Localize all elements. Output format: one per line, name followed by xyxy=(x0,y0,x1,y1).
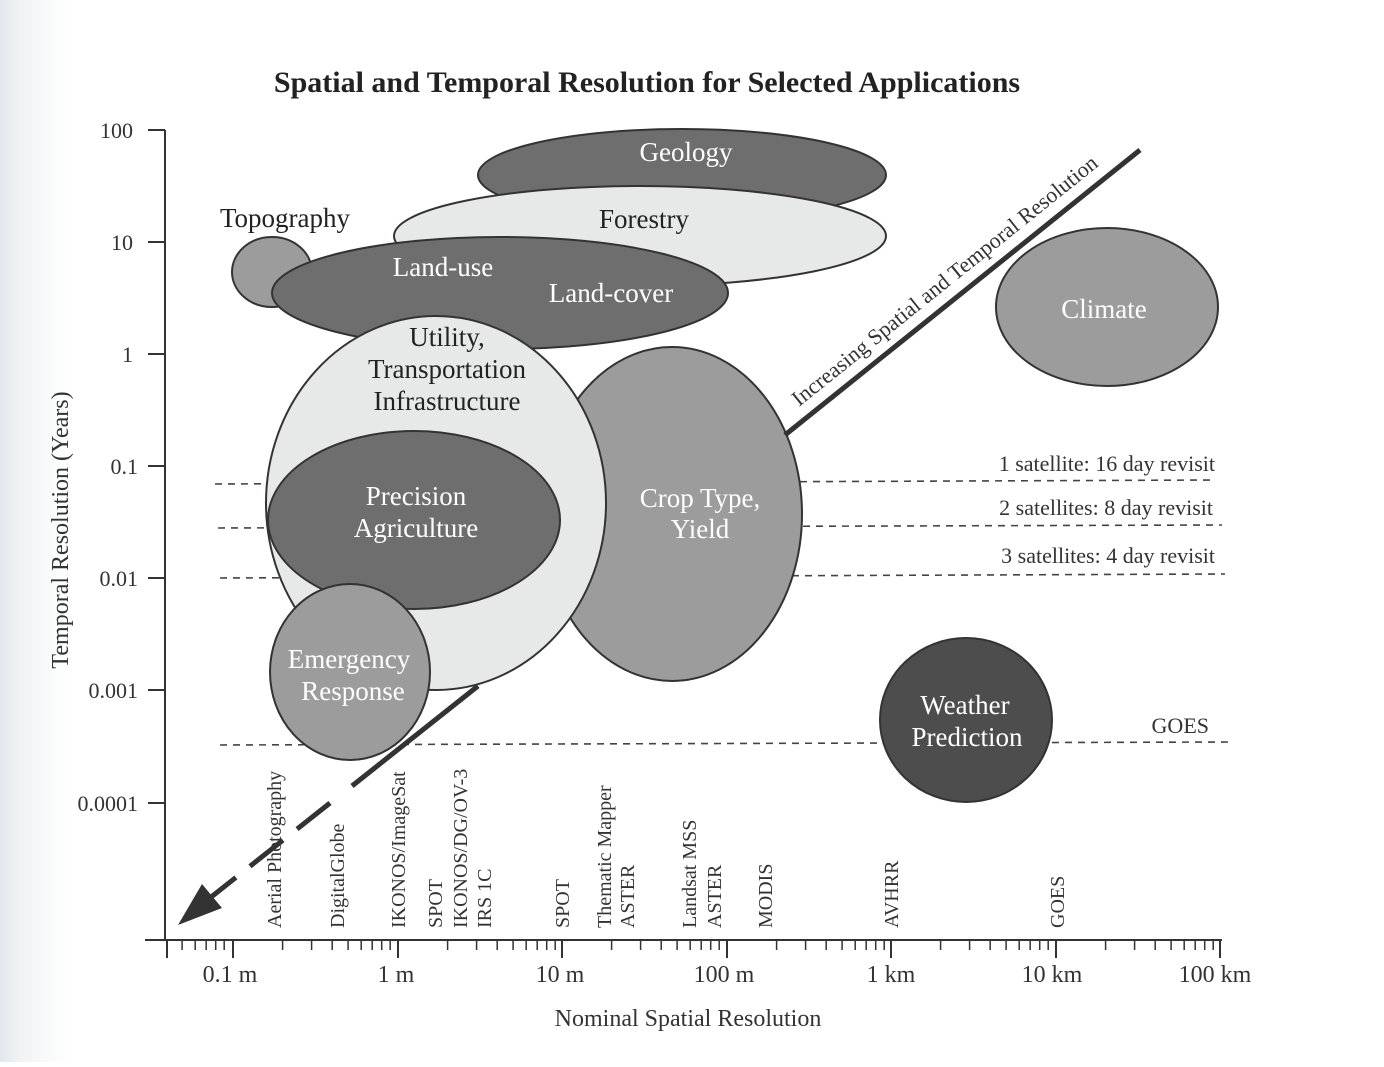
label-land-cover: Land-cover xyxy=(549,278,673,308)
diagram-title: Spatial and Temporal Resolution for Sele… xyxy=(274,66,1020,99)
label-topography: Topography xyxy=(220,203,351,233)
revisit-label-2-satellites: 2 satellites: 8 day revisit xyxy=(999,495,1213,520)
revisit-line-3-satellites xyxy=(219,573,1226,579)
x-tick-label: 0.1 m xyxy=(203,962,258,988)
bubble-climate xyxy=(995,227,1219,387)
revisit-line-2-satellites xyxy=(217,524,1223,529)
x-tick-label: 100 m xyxy=(694,962,755,988)
label-utility-line: Infrastructure xyxy=(374,386,521,416)
sensor-label: IKONOS/ImageSat xyxy=(388,771,410,928)
revisit-label-3-satellites: 3 satellites: 4 day revisit xyxy=(1001,543,1215,568)
trend-arrow-head xyxy=(178,884,222,925)
sensor-label: DigitalGlobe xyxy=(327,823,349,928)
sensor-label: SPOT xyxy=(552,879,574,928)
x-axis-label: Nominal Spatial Resolution xyxy=(555,1006,822,1032)
label-emergency-line: Response xyxy=(301,676,405,706)
label-utility-line: Transportation xyxy=(368,354,527,384)
sensor-label: GOES xyxy=(1047,876,1069,928)
label-geology: Geology xyxy=(640,137,733,167)
label-climate: Climate xyxy=(1061,294,1146,324)
x-tick-label: 1 m xyxy=(378,962,415,988)
y-axis-label: Temporal Resolution (Years) xyxy=(48,391,74,668)
bubble-precision-agriculture xyxy=(267,430,561,610)
label-weather-line: Weather xyxy=(920,690,1009,720)
sensor-label: ASTER xyxy=(617,864,639,928)
x-tick-label: 10 m xyxy=(536,962,585,988)
y-tick-label: 100 xyxy=(100,118,133,143)
y-tick-label: 0.0001 xyxy=(78,791,139,816)
sensor-label: MODIS xyxy=(755,864,777,928)
label-emergency-line: Emergency xyxy=(288,644,411,674)
x-tick-label: 1 km xyxy=(867,962,916,988)
label-precision-line: Precision xyxy=(366,481,467,511)
sensor-label: AVHRR xyxy=(881,860,903,928)
y-tick-label: 0.1 xyxy=(111,454,139,479)
x-tick-label: 10 km xyxy=(1022,962,1083,988)
label-forestry: Forestry xyxy=(599,204,689,234)
label-land-use: Land-use xyxy=(393,252,493,282)
label-precision-line: Agriculture xyxy=(354,513,478,543)
x-axis-major-ticks xyxy=(166,940,1221,958)
sensor-label: IKONOS/DG/OV-3 xyxy=(450,769,472,928)
sensor-label: IRS 1C xyxy=(474,869,496,928)
trend-line-upper xyxy=(783,148,1142,437)
trend-line-middle xyxy=(350,684,480,788)
trend-line-dashed xyxy=(194,801,332,911)
label-crop-line: Yield xyxy=(671,514,730,544)
y-tick-label: 1 xyxy=(122,342,133,367)
sensor-label: Thematic Mapper xyxy=(594,785,616,928)
y-axis-ticks xyxy=(148,129,165,804)
label-crop-line: Crop Type, xyxy=(640,483,761,513)
label-weather-line: Prediction xyxy=(912,722,1023,752)
x-axis-minor-ticks xyxy=(181,940,1214,950)
label-utility-line: Utility, xyxy=(409,322,485,352)
x-tick-label: 100 km xyxy=(1179,962,1252,988)
sensor-label: Landsat MSS xyxy=(679,820,701,928)
bubble-weather-prediction xyxy=(879,637,1053,803)
sensor-label: ASTER xyxy=(704,864,726,928)
y-tick-label: 10 xyxy=(111,230,133,255)
y-tick-label: 0.001 xyxy=(89,678,139,703)
revisit-label-goes: GOES xyxy=(1152,713,1209,738)
sensor-label: SPOT xyxy=(425,879,447,928)
bubble-emergency-response xyxy=(269,583,431,761)
revisit-label-1-satellite: 1 satellite: 16 day revisit xyxy=(999,451,1215,476)
y-tick-label: 0.01 xyxy=(100,566,139,591)
sensor-label: Aerial Photography xyxy=(264,771,286,928)
